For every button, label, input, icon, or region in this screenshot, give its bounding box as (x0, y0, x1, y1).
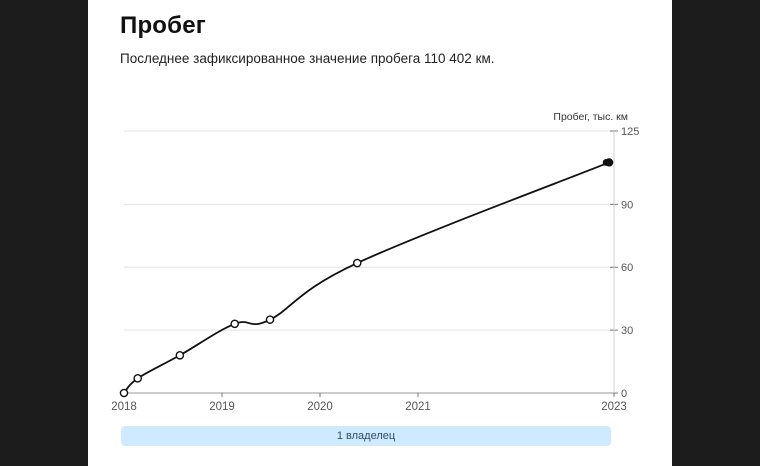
mileage-chart: 0 30 60 90 125 Пробег, тыс. км 2018 2019 2020 202… (111, 111, 639, 413)
y-tick-label: 0 (621, 388, 627, 400)
data-point[interactable] (119, 388, 129, 398)
mileage-card: Пробег Последнее зафиксированное значени… (88, 0, 672, 466)
x-tick-label: 2021 (405, 401, 431, 413)
data-point[interactable] (133, 374, 143, 383)
y-tick-label: 60 (621, 262, 633, 274)
data-point[interactable] (265, 315, 275, 324)
x-tick-label: 2023 (601, 401, 627, 413)
card-title: Пробег (120, 12, 206, 39)
x-tick-label: 2018 (111, 401, 137, 413)
y-tick-label: 90 (621, 199, 633, 211)
data-point[interactable] (175, 350, 185, 360)
data-point[interactable] (230, 319, 240, 329)
y-axis-label: Пробег, тыс. км (553, 111, 628, 123)
card-subtitle: Последнее зафиксированное значение пробе… (120, 51, 495, 66)
x-tick-label: 2019 (209, 401, 235, 413)
y-tick-label: 125 (621, 126, 639, 138)
data-point[interactable] (352, 258, 362, 268)
data-point-latest-shadow (602, 159, 610, 166)
x-tick-label: 2020 (307, 401, 333, 413)
y-tick-label: 30 (621, 325, 633, 337)
owner-bar[interactable]: 1 владелец (121, 426, 611, 446)
mileage-line (123, 161, 610, 394)
